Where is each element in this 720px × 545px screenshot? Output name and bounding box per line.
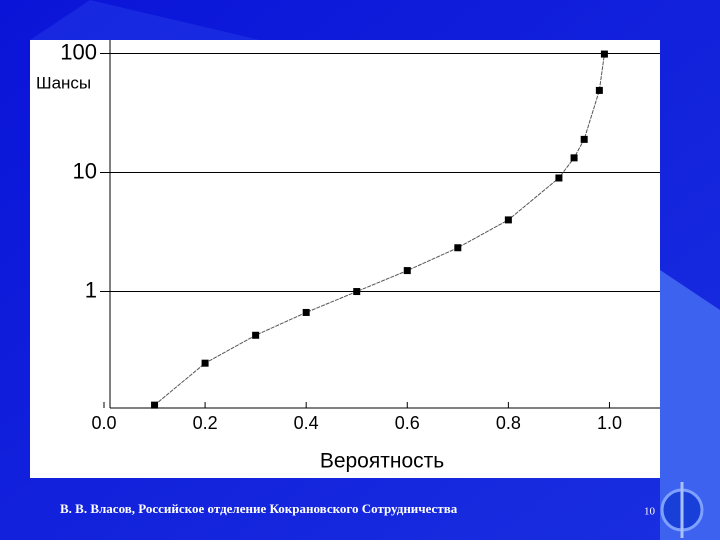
data-point (454, 244, 462, 252)
footer: В. В. Власов, Российское отделение Кокра… (60, 501, 458, 516)
x-tick-label: 1.0 (597, 413, 622, 433)
y-axis-label: Шансы (36, 73, 91, 92)
decor-shape (660, 270, 720, 540)
data-point (252, 331, 260, 339)
data-point (403, 267, 411, 275)
chart-panel (30, 40, 660, 478)
data-point (201, 359, 209, 367)
logo (660, 482, 704, 538)
y-tick-label: 1 (85, 277, 97, 302)
x-tick-label: 0.6 (395, 413, 420, 433)
data-point (353, 288, 361, 296)
data-point (555, 174, 563, 182)
data-point (504, 216, 512, 224)
y-tick-label: 100 (60, 39, 97, 64)
x-tick-label: 0.2 (193, 413, 218, 433)
data-point (570, 154, 578, 162)
data-point (595, 86, 603, 94)
plot: 1 10 100 0.0 0.2 0.4 0.6 0.8 1.0 (60, 39, 660, 433)
x-axis-label: Вероятность (320, 450, 444, 473)
decor-shape (30, 0, 260, 40)
data-point (600, 50, 608, 58)
data-point (580, 135, 588, 143)
data-point (151, 401, 159, 409)
x-tick-label: 0.0 (91, 413, 116, 433)
data-point (302, 308, 310, 316)
x-tick-label: 0.8 (496, 413, 521, 433)
page-number: 10 (644, 506, 656, 518)
x-tick-label: 0.4 (294, 413, 319, 433)
y-tick-label: 10 (73, 158, 97, 183)
